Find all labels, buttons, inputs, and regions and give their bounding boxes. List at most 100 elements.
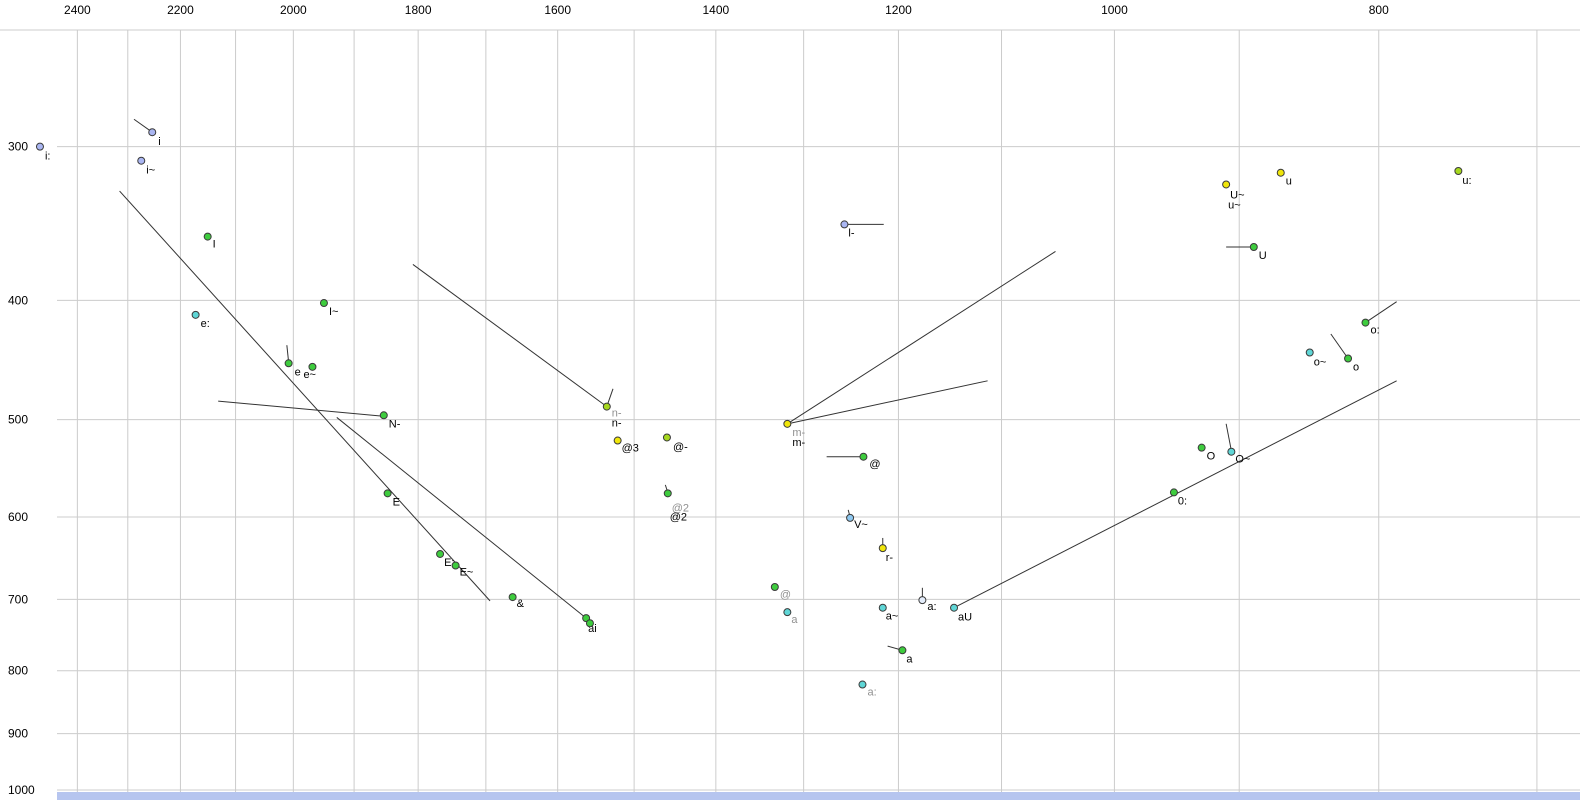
vowel-point — [858, 680, 867, 689]
vowel-point — [918, 596, 927, 605]
vowel-point — [284, 359, 293, 368]
vowel-label: e: — [201, 318, 210, 330]
trajectory-line — [336, 417, 587, 619]
vowel-point — [1361, 318, 1370, 327]
vowel-point — [878, 603, 887, 612]
vowel-point — [950, 603, 959, 612]
trajectory-line — [412, 264, 608, 408]
vowel-point — [383, 489, 392, 498]
vowel-label: N- — [389, 418, 401, 430]
y-tick-label: 400 — [8, 293, 28, 307]
vowel-label: O~ — [1235, 454, 1250, 466]
horizontal-scrollbar[interactable] — [57, 792, 1580, 800]
vowel-label: o: — [1370, 325, 1379, 337]
vowel-point — [585, 619, 594, 628]
vowel-label: e — [295, 366, 301, 378]
vowel-point — [508, 593, 517, 602]
vowel-label: u~ — [1228, 199, 1241, 211]
vowel-label: u: — [1462, 175, 1471, 187]
vowel-label: l- — [848, 227, 854, 239]
y-tick-label: 800 — [8, 664, 28, 678]
vowel-point — [613, 436, 622, 445]
vowel-point — [203, 232, 212, 241]
vowel-point — [1197, 443, 1206, 452]
vowel-point — [436, 549, 445, 558]
x-tick-label: 1800 — [405, 3, 432, 17]
vowel-label: n- — [612, 408, 622, 420]
vowel-label: m- — [792, 437, 805, 449]
y-tick-label: 1000 — [8, 783, 35, 797]
vowel-label: @ — [780, 589, 791, 601]
x-tick-label: 1400 — [702, 3, 729, 17]
vowel-point — [1169, 488, 1178, 497]
vowel-label: @2 — [670, 511, 687, 523]
y-tick-label: 900 — [8, 727, 28, 741]
vowel-label: r- — [886, 552, 894, 564]
vowel-point — [1249, 243, 1258, 252]
vowel-point — [308, 362, 317, 371]
vowel-point — [1227, 447, 1236, 456]
trajectory-line — [119, 190, 491, 602]
trajectory-line — [286, 345, 290, 363]
y-tick-label: 500 — [8, 413, 28, 427]
trajectory-line — [218, 400, 386, 417]
trajectory-line — [1365, 301, 1397, 324]
vowel-label: n- — [612, 418, 622, 430]
vowel-point — [1276, 168, 1285, 177]
vowel-point — [451, 561, 460, 570]
vowel-label: u — [1286, 176, 1292, 188]
vowel-label: O — [1207, 451, 1216, 463]
vowel-label: U~ — [1230, 189, 1244, 201]
vowel-point — [35, 142, 44, 151]
vowel-label: ai — [588, 623, 597, 635]
y-tick-label: 700 — [8, 592, 28, 606]
vowel-point — [137, 156, 146, 165]
y-tick-label: 300 — [8, 140, 28, 154]
y-tick-label: 600 — [8, 510, 28, 524]
vowel-label: E: — [444, 557, 454, 569]
x-tick-label: 2000 — [280, 3, 307, 17]
vowel-label: a: — [927, 601, 936, 613]
vowel-label: V~ — [854, 519, 868, 531]
vowel-point — [859, 452, 868, 461]
vowel-label: e~ — [303, 369, 316, 381]
vowel-point — [319, 299, 328, 308]
vowel-label: 0: — [1178, 495, 1187, 507]
trajectory-line — [787, 380, 988, 425]
vowel-label: E~ — [460, 566, 474, 578]
vowel-point — [846, 513, 855, 522]
vowel-label: m- — [792, 427, 805, 439]
vowel-label: I — [213, 239, 216, 251]
vowel-label: @3 — [622, 443, 639, 455]
vowel-label: a: — [867, 687, 876, 699]
vowel-point — [662, 433, 671, 442]
vowel-label: o — [1353, 362, 1359, 374]
x-tick-label: 800 — [1369, 3, 1389, 17]
vowel-label: i — [158, 136, 160, 148]
vowel-point — [1305, 348, 1314, 357]
vowel-label: @2 — [672, 502, 689, 514]
vowel-point — [1454, 167, 1463, 176]
trajectory-line — [787, 251, 1056, 425]
vowel-point — [840, 220, 849, 229]
vowel-label: i: — [45, 151, 51, 163]
x-tick-label: 1000 — [1101, 3, 1128, 17]
x-tick-label: 2400 — [64, 3, 91, 17]
trajectory-line — [1330, 333, 1349, 359]
vowel-label: U — [1259, 250, 1267, 262]
x-tick-label: 1600 — [544, 3, 571, 17]
trajectory-line — [1225, 423, 1232, 451]
vowel-point — [602, 402, 611, 411]
vowel-label: a — [906, 653, 913, 665]
vowel-label: @- — [673, 441, 688, 453]
vowel-point — [783, 608, 792, 617]
vowel-point — [1344, 354, 1353, 363]
vowel-label: E — [393, 496, 400, 508]
vowel-point — [1222, 180, 1231, 189]
vowel-point — [379, 411, 388, 420]
vowel-label: aU — [958, 612, 972, 624]
vowel-label: o~ — [1314, 356, 1327, 368]
vowel-label: a~ — [886, 611, 899, 623]
vowel-label: @ — [869, 459, 880, 471]
